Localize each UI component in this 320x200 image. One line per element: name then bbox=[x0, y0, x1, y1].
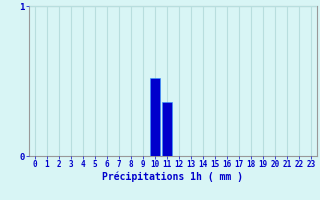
Bar bbox=[150, 78, 160, 156]
X-axis label: Précipitations 1h ( mm ): Précipitations 1h ( mm ) bbox=[102, 172, 243, 182]
Bar bbox=[162, 102, 172, 156]
